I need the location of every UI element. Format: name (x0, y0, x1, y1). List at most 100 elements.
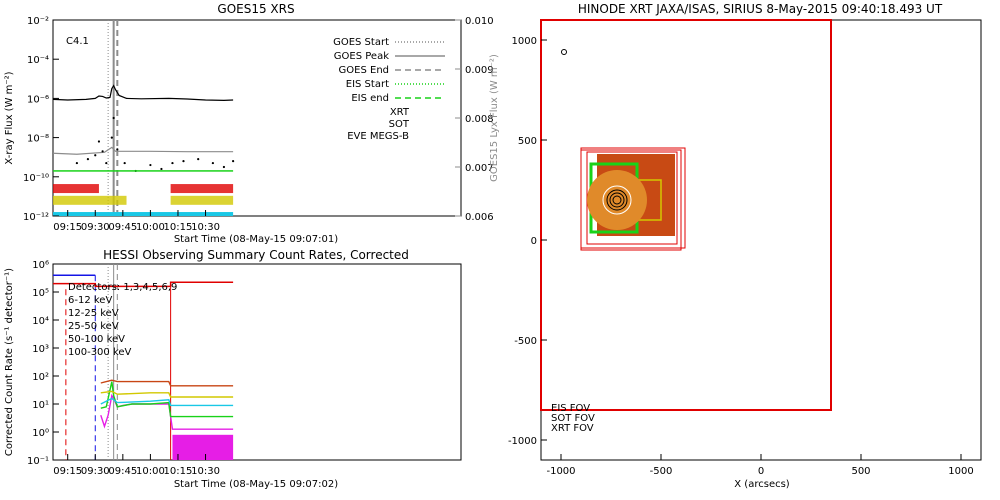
fov-legend-entry: EIS FOV (551, 403, 590, 414)
hessi-legend-entry: Detectors: 1,3,4,5,6,9 (68, 282, 177, 293)
goes-short-point (112, 116, 115, 120)
fov-x-tick-label: -1000 (546, 466, 575, 477)
goes-yellow-coverage-bar (170, 195, 234, 205)
fov-x-axis-label: X (arcsecs) (734, 479, 790, 490)
goes-short-point (110, 136, 113, 139)
fov-x-tick-label: 0 (758, 466, 764, 477)
goes-y-tick-label: 10⁻⁶ (27, 94, 49, 105)
hessi-series (100, 390, 234, 398)
goes-y-tick-label: 10⁻⁴ (27, 55, 49, 66)
goes-short-point (105, 161, 108, 165)
goes-legend-label: GOES Peak (334, 51, 389, 62)
goes-legend-label: EIS end (351, 93, 389, 104)
hessi-y-tick-label: 10¹ (32, 400, 49, 411)
goes-y2-tick-label: 0.010 (465, 16, 494, 27)
goes-x-tick-label: 10:30 (191, 222, 220, 233)
goes-y2-tick-label: 0.008 (465, 114, 494, 125)
fov-marker-circle (561, 49, 567, 55)
hessi-y-tick-label: 10⁻¹ (27, 456, 49, 467)
hessi-series (100, 379, 234, 387)
goes-y2-tick-label: 0.009 (465, 65, 494, 76)
hessi-legend-entry: 50-100 keV (68, 334, 125, 345)
hessi-x-tick-label: 10:30 (191, 466, 220, 477)
goes-short-point (182, 160, 185, 163)
goes-red-coverage-bar (170, 184, 234, 194)
goes-long-series (52, 84, 234, 101)
goes-short-point (232, 160, 235, 163)
goes-short-point (97, 140, 101, 143)
goes-short-point (222, 165, 226, 169)
hessi-y-ticks: 10⁻¹ 10⁰ 10¹ 10² 10³ 10⁴ 10⁵ 10⁶ (27, 260, 59, 467)
goes-cyan-coverage-bar (53, 212, 234, 217)
goes-y-tick-label: 10⁻¹² (23, 212, 49, 223)
goes-x-tick-label: 09:45 (108, 222, 137, 233)
hessi-legend-entry: 100-300 keV (68, 347, 132, 358)
goes-y-ticks: 10⁻¹² 10⁻¹⁰ 10⁻⁸ 10⁻⁶ 10⁻⁴ 10⁻² (23, 16, 59, 223)
goes-short-point (160, 167, 163, 171)
goes-short-point (86, 158, 90, 161)
xrt-full-fov-box (540, 19, 832, 411)
fov-y-tick-label: -500 (514, 336, 537, 347)
fov-x-ticks: -1000 -500 0 500 1000 (546, 454, 974, 477)
fov-x-tick-label: -500 (650, 466, 673, 477)
hessi-attenuator-line (53, 281, 234, 288)
hessi-y-axis-label: Corrected Count Rate (s⁻¹ detector⁻¹) (4, 268, 15, 456)
hessi-y-tick-label: 10² (32, 372, 49, 383)
fov-y-tick-label: -1000 (508, 436, 537, 447)
hessi-legend-entry: 12-25 keV (68, 308, 119, 319)
hessi-x-tick-label: 09:30 (81, 466, 110, 477)
flare-class-label: C4.1 (66, 36, 89, 47)
fov-marks (540, 19, 832, 411)
goes-y2-tick-label: 0.007 (465, 163, 494, 174)
goes-short-point (123, 161, 126, 165)
goes-y2-tick-label: 0.006 (465, 212, 494, 223)
goes-lya-series (52, 146, 234, 155)
goes-y-tick-label: 10⁻² (27, 16, 49, 27)
hessi-legend-entry: 6-12 keV (68, 295, 112, 306)
fov-y-tick-label: 0 (531, 236, 537, 247)
hessi-y-tick-label: 10⁰ (32, 428, 49, 439)
goes-title: GOES15 XRS (217, 2, 294, 16)
fov-y-ticks: -1000 -500 0 500 1000 (508, 36, 547, 447)
hessi-low-energy-fill (172, 434, 234, 460)
hessi-y-tick-label: 10⁶ (32, 260, 49, 271)
goes-short-point (101, 150, 104, 153)
goes-red-coverage-bar (53, 184, 99, 194)
goes-short-point (197, 158, 200, 161)
hessi-y-tick-label: 10⁵ (32, 288, 49, 299)
goes-short-point (116, 148, 119, 151)
goes-xrs-panel: GOES15 XRS 09:1509:3009:4510:0010:1510:3… (4, 2, 500, 245)
contour-ring (606, 189, 628, 211)
goes-short-point (211, 161, 214, 165)
goes-y-tick-label: 10⁻⁸ (27, 134, 49, 145)
hessi-plot-frame (52, 263, 462, 461)
hessi-y-tick-label: 10³ (32, 344, 49, 355)
fov-x-tick-label: 500 (851, 466, 870, 477)
hinode-fov-panel: HINODE XRT JAXA/ISAS, SIRIUS 8-May-2015 … (508, 2, 982, 490)
goes-x-tick-label: 10:00 (136, 222, 165, 233)
goes-green-coverage-bar (53, 170, 234, 172)
goes-yellow-coverage-bar (53, 195, 127, 205)
goes-legend-label: EIS Start (346, 79, 389, 90)
goes-legend-text-red: XRT (390, 107, 410, 118)
fov-legend-entry: SOT FOV (551, 413, 595, 424)
goes-y2-axis-label: GOES15 Lyx Flux (W m⁻²) (489, 54, 500, 182)
goes-short-point (171, 161, 174, 165)
goes-x-tick-label: 09:30 (81, 222, 110, 233)
fov-legend-entry: XRT FOV (551, 423, 594, 434)
goes-short-point (75, 161, 78, 165)
fov-y-tick-label: 1000 (512, 36, 537, 47)
goes-marks (52, 20, 235, 217)
hessi-x-tick-label: 09:45 (108, 466, 137, 477)
hessi-series (100, 381, 234, 418)
contour-ring (612, 195, 622, 205)
goes-short-point (149, 163, 152, 167)
hessi-title: HESSI Observing Summary Count Rates, Cor… (103, 248, 409, 262)
goes-y-tick-label: 10⁻¹⁰ (23, 173, 49, 184)
goes-legend-label: GOES Start (333, 37, 389, 48)
goes-y-axis-label: X-ray Flux (W m⁻²) (4, 71, 15, 164)
goes-x-tick-label: 09:15 (53, 222, 82, 233)
